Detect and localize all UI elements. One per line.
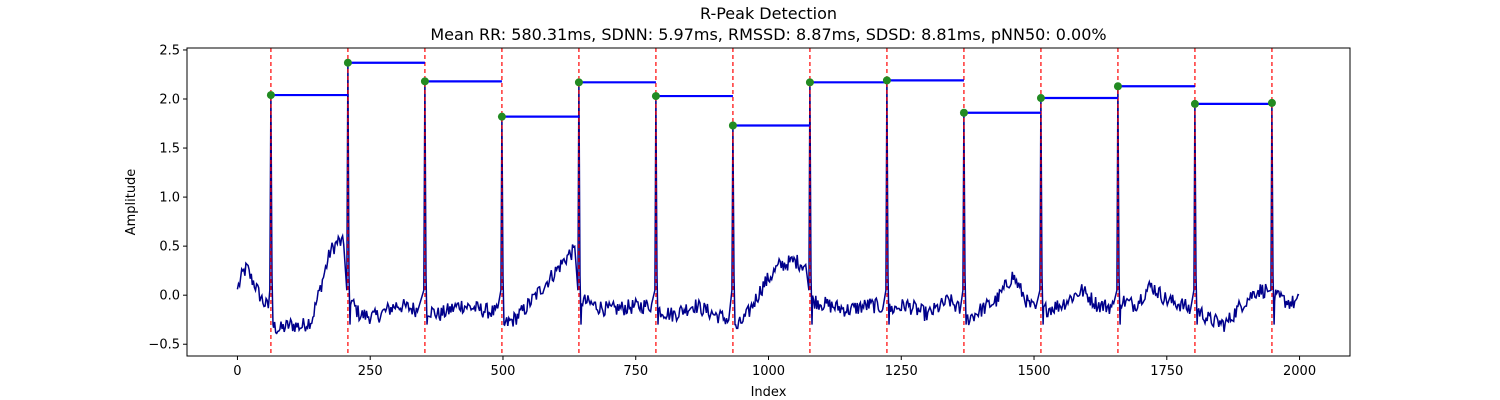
x-tick-label-8: 2000 bbox=[1283, 364, 1316, 379]
chart-subtitle: Mean RR: 580.31ms, SDNN: 5.97ms, RMSSD: … bbox=[430, 25, 1106, 44]
y-tick-label-5: 2.0 bbox=[159, 93, 180, 108]
x-tick-label-0: 0 bbox=[233, 364, 241, 379]
peak-point-11 bbox=[1113, 82, 1122, 91]
x-axis-label: Index bbox=[751, 385, 787, 400]
peak-point-7 bbox=[805, 78, 814, 87]
y-tick-label-0: −0.5 bbox=[148, 338, 180, 353]
plot-area bbox=[236, 48, 1300, 356]
y-tick-label-4: 1.5 bbox=[159, 142, 180, 157]
x-axis: 0 250 500 750 1000 1250 1500 1750 2000 bbox=[233, 356, 1316, 379]
x-tick-label-7: 1750 bbox=[1150, 364, 1183, 379]
y-axis-label: Amplitude bbox=[124, 169, 139, 236]
peak-point-12 bbox=[1190, 99, 1199, 108]
y-axis: −0.5 0.0 0.5 1.0 1.5 2.0 2.5 bbox=[148, 43, 187, 353]
peak-point-3 bbox=[497, 112, 506, 121]
x-tick-label-6: 1500 bbox=[1017, 364, 1050, 379]
x-tick-label-2: 500 bbox=[491, 364, 516, 379]
peak-point-8 bbox=[882, 76, 891, 85]
x-tick-label-5: 1250 bbox=[885, 364, 918, 379]
peak-point-6 bbox=[728, 121, 737, 130]
peak-point-0 bbox=[266, 91, 275, 100]
peak-point-4 bbox=[574, 78, 583, 87]
chart-title: R-Peak Detection bbox=[700, 4, 837, 23]
ecg-signal-line bbox=[236, 62, 1300, 335]
y-tick-label-2: 0.5 bbox=[159, 240, 180, 255]
peak-point-9 bbox=[959, 108, 968, 117]
y-tick-label-6: 2.5 bbox=[159, 43, 180, 58]
y-tick-label-3: 1.0 bbox=[159, 191, 180, 206]
peak-point-13 bbox=[1267, 98, 1276, 107]
x-tick-label-1: 250 bbox=[358, 364, 383, 379]
x-tick-label-3: 750 bbox=[623, 364, 648, 379]
peak-point-1 bbox=[343, 58, 352, 67]
peak-point-2 bbox=[420, 77, 429, 86]
y-tick-label-1: 0.0 bbox=[159, 289, 180, 304]
plot-frame bbox=[186, 47, 1351, 357]
x-tick-label-4: 1000 bbox=[752, 364, 785, 379]
peak-point-10 bbox=[1036, 94, 1045, 103]
peak-point-5 bbox=[651, 92, 660, 101]
